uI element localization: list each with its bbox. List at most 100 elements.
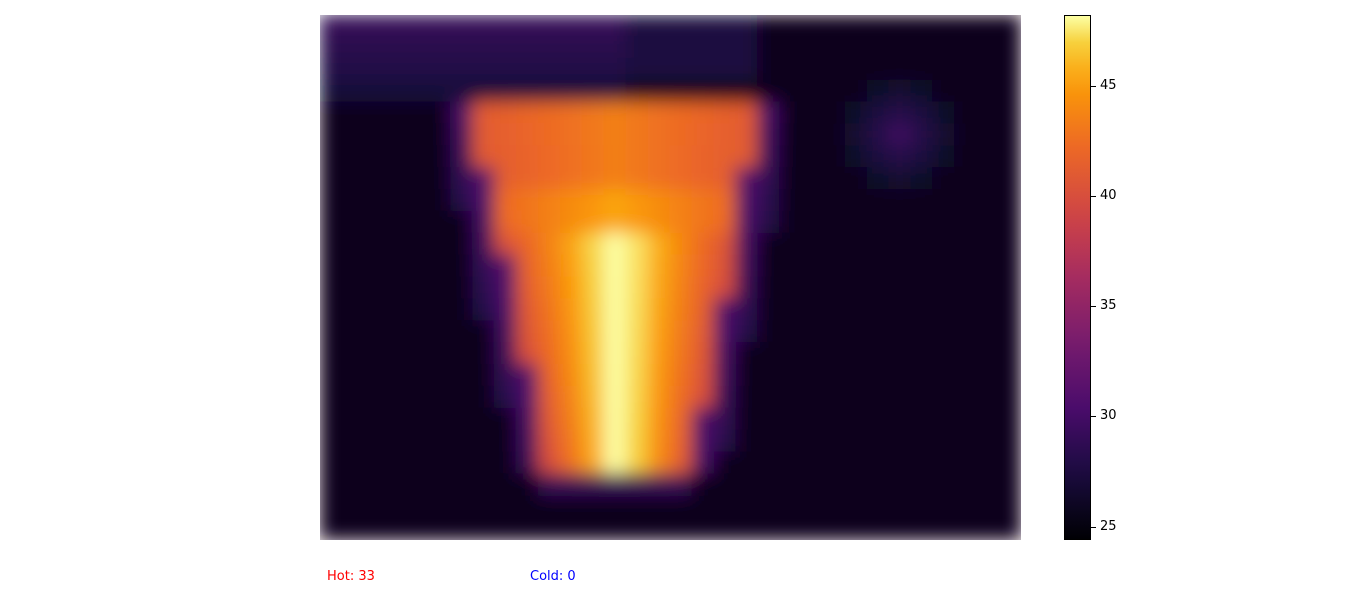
heatmap-cell <box>625 517 650 540</box>
heatmap-cell <box>844 15 869 38</box>
heatmap-cell <box>735 342 760 367</box>
heatmap-cell <box>647 167 672 192</box>
heatmap-cell <box>647 517 672 540</box>
heatmap-cell <box>822 57 847 82</box>
heatmap-cell <box>494 298 519 323</box>
heatmap-cell <box>559 429 584 454</box>
heatmap-cell <box>713 385 738 410</box>
heatmap-cell <box>800 254 825 279</box>
heatmap-cell <box>757 189 782 213</box>
heatmap-cell <box>581 451 606 476</box>
heatmap-cell <box>932 123 957 148</box>
heatmap-cell <box>362 167 387 192</box>
heatmap-cell <box>932 298 957 323</box>
heatmap-cell <box>603 254 628 279</box>
heatmap-cell <box>669 429 694 454</box>
heatmap-cell <box>888 35 913 60</box>
heatmap-cell <box>691 320 716 345</box>
heatmap-cell <box>625 298 650 323</box>
heatmap-cell <box>559 15 584 38</box>
heatmap-cell <box>581 189 606 213</box>
heatmap-cell <box>757 232 782 257</box>
heatmap-cell <box>320 167 343 192</box>
heatmap-cell <box>691 145 716 170</box>
heatmap-cell <box>888 57 913 82</box>
heatmap-cell <box>713 298 738 323</box>
heatmap-cell <box>516 298 541 323</box>
heatmap-cell <box>844 254 869 279</box>
heatmap-cell <box>669 79 694 104</box>
heatmap-cell <box>472 35 497 60</box>
heatmap-cell <box>691 57 716 82</box>
heatmap-cell <box>472 342 497 367</box>
heatmap-cell <box>362 189 387 213</box>
heatmap-cell <box>910 189 935 213</box>
heatmap-cell <box>406 15 431 38</box>
heatmap-cell <box>976 473 1001 498</box>
heatmap-cell <box>888 495 913 520</box>
heatmap-cell <box>779 189 803 213</box>
colorbar-tick-label: 35 <box>1100 298 1117 314</box>
heatmap-cell <box>320 232 343 257</box>
heatmap-cell <box>362 254 387 279</box>
heatmap-cell <box>910 101 935 126</box>
heatmap-cell <box>428 79 453 104</box>
heatmap-cell <box>340 123 365 148</box>
heatmap-cell <box>910 320 935 345</box>
heatmap-cell <box>866 276 891 301</box>
heatmap-cell <box>691 364 716 388</box>
heatmap-cell <box>538 298 562 323</box>
heatmap-cell <box>976 407 1001 432</box>
heatmap-cell <box>713 79 738 104</box>
heatmap-cell <box>625 320 650 345</box>
heatmap-cell <box>384 35 409 60</box>
heatmap-cell <box>516 79 541 104</box>
thermal-heatmap <box>320 15 1021 540</box>
heatmap-cell <box>384 407 409 432</box>
heatmap-cell <box>910 35 935 60</box>
heatmap-cell <box>998 385 1021 410</box>
heatmap-cell <box>800 101 825 126</box>
heatmap-cell <box>494 451 519 476</box>
heatmap-cell <box>822 364 847 388</box>
heatmap-cell <box>581 429 606 454</box>
heatmap-cell <box>866 429 891 454</box>
heatmap-cell <box>998 15 1021 38</box>
heatmap-cell <box>691 385 716 410</box>
heatmap-cell <box>384 276 409 301</box>
heatmap-cell <box>406 298 431 323</box>
heatmap-cell <box>976 385 1001 410</box>
heatmap-cell <box>538 15 562 38</box>
heatmap-cell <box>800 57 825 82</box>
heatmap-cell <box>779 101 803 126</box>
heatmap-cell <box>844 145 869 170</box>
heatmap-cell <box>384 473 409 498</box>
heatmap-cell <box>340 495 365 520</box>
heatmap-cell <box>888 364 913 388</box>
heatmap-cell <box>998 517 1021 540</box>
heatmap-cell <box>932 189 957 213</box>
heatmap-cell <box>516 57 541 82</box>
heatmap-cell <box>538 276 562 301</box>
heatmap-cell <box>713 320 738 345</box>
heatmap-cell <box>340 254 365 279</box>
heatmap-cell <box>757 276 782 301</box>
heatmap-cell <box>691 189 716 213</box>
heatmap-cell <box>998 298 1021 323</box>
heatmap-cell <box>932 473 957 498</box>
heatmap-cell <box>932 342 957 367</box>
heatmap-cell <box>538 35 562 60</box>
heatmap-cell <box>998 35 1021 60</box>
heatmap-cell <box>932 101 957 126</box>
heatmap-cell <box>669 210 694 235</box>
heatmap-cell <box>888 517 913 540</box>
heatmap-cell <box>800 429 825 454</box>
heatmap-cell <box>603 320 628 345</box>
heatmap-cell <box>538 167 562 192</box>
heatmap-cell <box>888 473 913 498</box>
heatmap-cell <box>625 189 650 213</box>
heatmap-cell <box>735 385 760 410</box>
heatmap-cell <box>735 495 760 520</box>
heatmap-cell <box>735 451 760 476</box>
heatmap-cell <box>932 407 957 432</box>
